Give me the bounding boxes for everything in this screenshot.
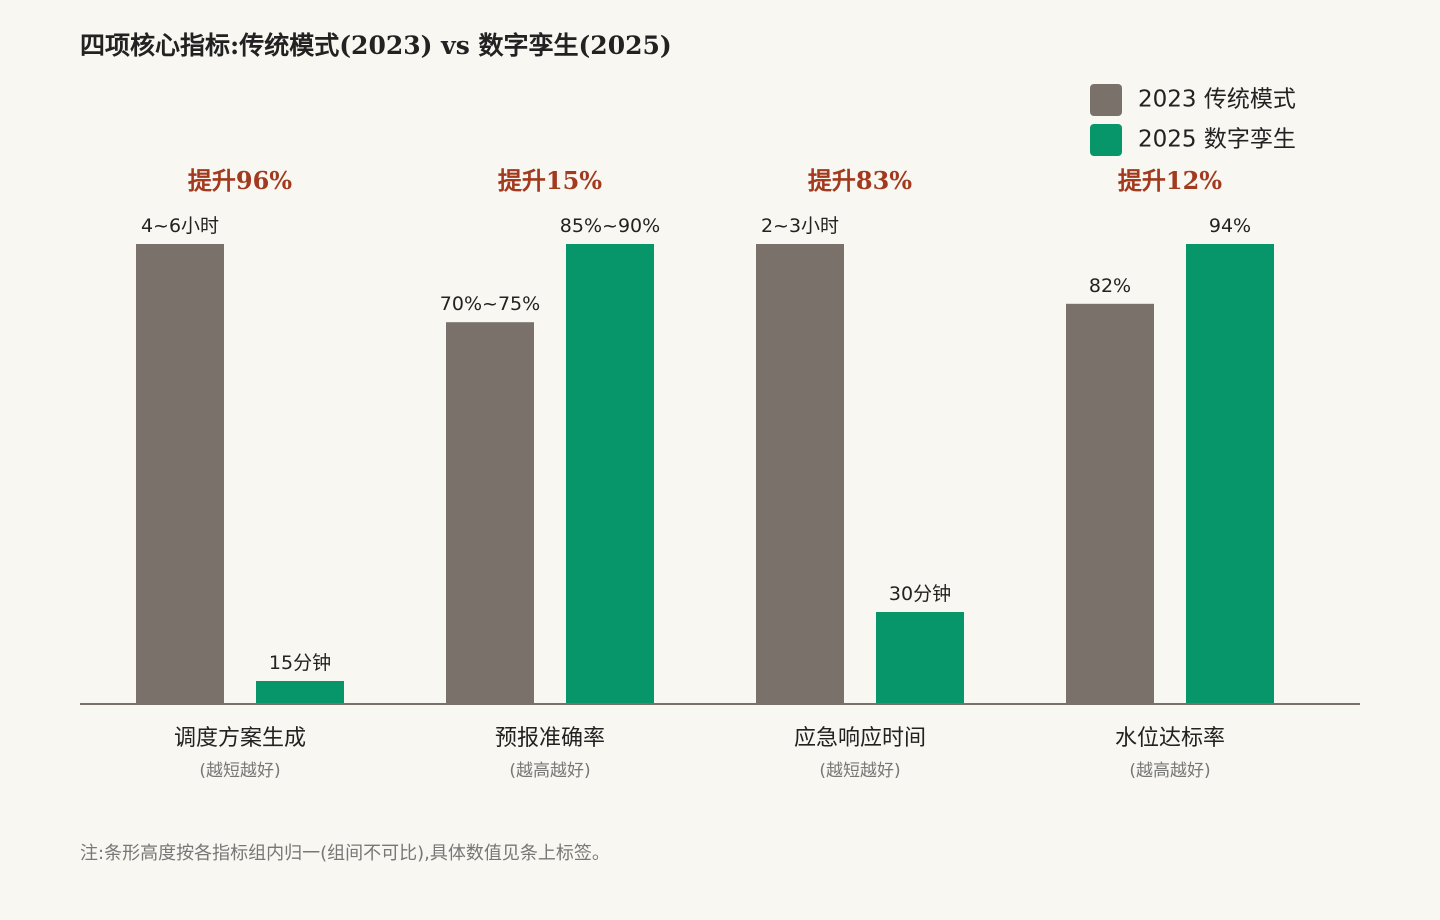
bar-2025 bbox=[876, 612, 964, 704]
bar-value-label: 4~6小时 bbox=[141, 215, 219, 237]
improvement-label: 提升96% bbox=[188, 166, 292, 195]
improvement-label: 提升83% bbox=[808, 166, 912, 195]
category-label: 调度方案生成 bbox=[174, 726, 306, 751]
bar-2023 bbox=[446, 322, 534, 704]
footnote: 注:条形高度按各指标组内归一(组间不可比),具体数值见条上标签。 bbox=[80, 843, 610, 864]
improvement-label: 提升12% bbox=[1118, 166, 1222, 195]
bar-value-label: 70%~75% bbox=[440, 293, 540, 315]
bar-value-label: 30分钟 bbox=[889, 583, 951, 605]
category-note: (越高越好) bbox=[509, 761, 590, 781]
bar-value-label: 82% bbox=[1089, 275, 1131, 297]
bar-2023 bbox=[1066, 303, 1154, 704]
category-label: 应急响应时间 bbox=[794, 726, 926, 751]
bar-2023 bbox=[136, 244, 224, 704]
legend-swatch-2023 bbox=[1090, 84, 1122, 116]
improvement-label: 提升15% bbox=[498, 166, 602, 195]
bar-2025 bbox=[256, 681, 344, 704]
legend-label-2023: 2023 传统模式 bbox=[1138, 87, 1296, 113]
category-note: (越高越好) bbox=[1129, 761, 1210, 781]
legend: 2023 传统模式 2025 数字孪生 bbox=[1090, 84, 1296, 156]
bar-value-label: 94% bbox=[1209, 215, 1251, 237]
bar-2025 bbox=[566, 244, 654, 704]
category-note: (越短越好) bbox=[819, 761, 900, 781]
bar-2025 bbox=[1186, 244, 1274, 704]
category-label: 预报准确率 bbox=[495, 726, 605, 751]
bar-value-label: 85%~90% bbox=[560, 215, 660, 237]
category-label: 水位达标率 bbox=[1115, 726, 1225, 751]
bar-2023 bbox=[756, 244, 844, 704]
legend-label-2025: 2025 数字孪生 bbox=[1138, 127, 1296, 153]
bar-value-label: 2~3小时 bbox=[761, 215, 839, 237]
category-note: (越短越好) bbox=[199, 761, 280, 781]
legend-swatch-2025 bbox=[1090, 124, 1122, 156]
chart-title: 四项核心指标:传统模式(2023) vs 数字孪生(2025) bbox=[80, 31, 672, 60]
bar-value-label: 15分钟 bbox=[269, 652, 331, 674]
